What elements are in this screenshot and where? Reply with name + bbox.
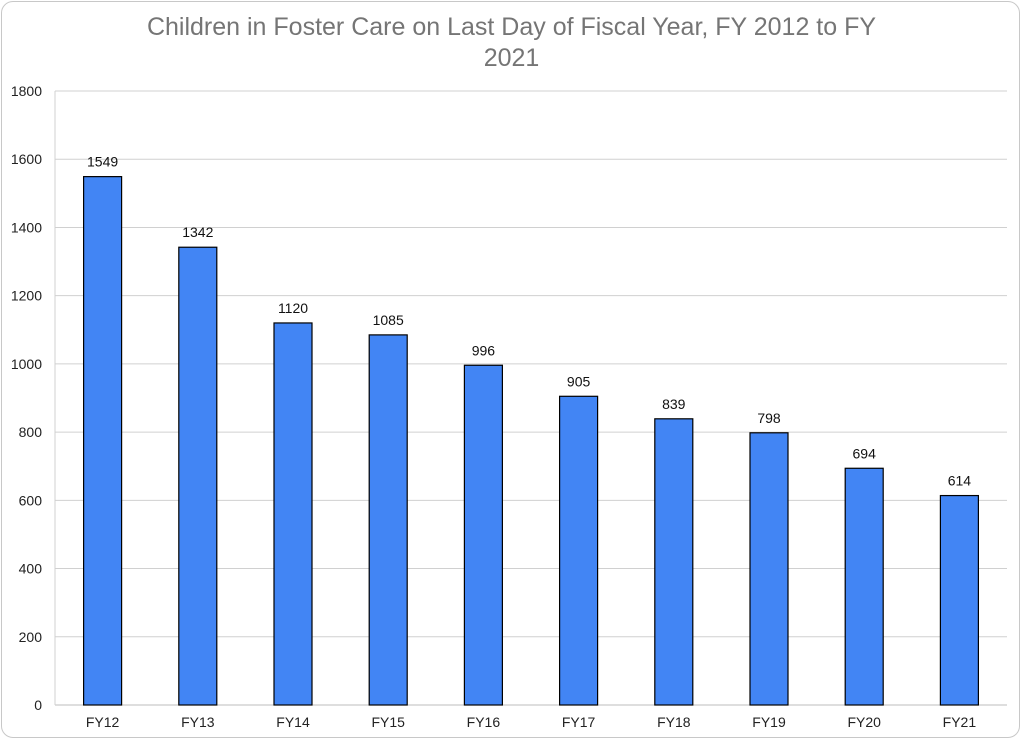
data-label: 996 xyxy=(472,342,496,358)
bar xyxy=(654,418,694,706)
y-tick-label: 200 xyxy=(19,629,43,645)
x-tick-label: FY16 xyxy=(467,714,501,730)
y-tick-label: 1800 xyxy=(11,83,42,99)
y-tick-label: 600 xyxy=(19,492,43,508)
chart-title-line-2: 2021 xyxy=(483,44,540,72)
data-label: 694 xyxy=(853,445,877,461)
bar xyxy=(178,246,218,706)
bar xyxy=(844,467,884,706)
bar xyxy=(558,395,599,706)
y-tick-label: 0 xyxy=(34,697,42,713)
data-label: 1549 xyxy=(87,154,118,170)
y-tick-label: 1200 xyxy=(11,288,42,304)
bar xyxy=(463,364,503,706)
bar xyxy=(749,432,789,706)
bar xyxy=(368,334,408,706)
data-label: 1120 xyxy=(278,300,308,316)
data-label: 839 xyxy=(662,396,686,412)
y-tick-label: 1000 xyxy=(11,356,42,372)
bar xyxy=(82,176,123,706)
y-tick-label: 1600 xyxy=(11,151,42,167)
y-tick-label: 1400 xyxy=(11,219,42,235)
chart-title: Children in Foster Care on Last Day of F… xyxy=(0,12,1023,74)
data-label: 798 xyxy=(757,410,781,426)
y-tick-label: 400 xyxy=(19,561,43,577)
data-label: 614 xyxy=(948,473,972,489)
x-tick-label: FY19 xyxy=(752,714,786,730)
y-tick-label: 800 xyxy=(19,424,43,440)
x-tick-label: FY17 xyxy=(562,714,596,730)
chart-title-line-1: Children in Foster Care on Last Day of F… xyxy=(146,13,877,41)
bar xyxy=(939,494,980,706)
bar xyxy=(273,322,313,706)
x-tick-label: FY20 xyxy=(847,714,881,730)
x-tick-label: FY14 xyxy=(276,714,310,730)
x-tick-label: FY21 xyxy=(943,714,977,730)
data-label: 905 xyxy=(567,373,591,389)
x-tick-label: FY18 xyxy=(657,714,691,730)
data-label: 1085 xyxy=(373,312,404,328)
x-tick-label: FY15 xyxy=(371,714,405,730)
x-tick-label: FY13 xyxy=(181,714,215,730)
x-tick-label: FY12 xyxy=(86,714,120,730)
data-label: 1342 xyxy=(182,224,213,240)
